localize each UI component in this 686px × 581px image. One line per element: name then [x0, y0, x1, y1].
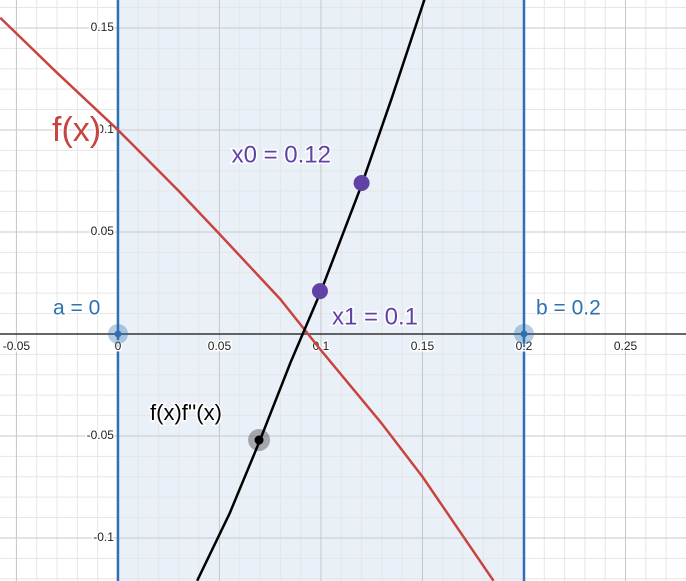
curve — [0, 16, 495, 581]
x-tick-label: 0.05 — [208, 339, 232, 353]
point — [114, 330, 122, 338]
curve — [196, 0, 426, 581]
x-tick-label: 0.2 — [516, 339, 533, 353]
x-tick-label: 0.15 — [411, 339, 435, 353]
point-label: b = 0.2 — [536, 296, 601, 319]
x-tick-label: 0 — [115, 339, 122, 353]
point — [353, 174, 370, 191]
point-label: a = 0 — [53, 296, 100, 319]
point — [520, 330, 528, 338]
point-label: x1 = 0.1 — [332, 303, 418, 330]
x-tick-label: -0.05 — [3, 339, 31, 353]
curve-label: f(x)f''(x) — [150, 400, 222, 425]
y-tick-label: 0.05 — [91, 224, 115, 238]
y-tick-label: -0.05 — [87, 428, 115, 442]
curve-label: f(x) — [52, 111, 101, 149]
point — [311, 283, 328, 300]
y-tick-label: -0.1 — [93, 530, 114, 544]
y-tick-label: 0.15 — [91, 20, 115, 34]
x-tick-label: 0.1 — [313, 339, 330, 353]
point-label: x0 = 0.12 — [232, 141, 331, 168]
point — [254, 435, 264, 445]
x-tick-label: 0.25 — [614, 339, 638, 353]
